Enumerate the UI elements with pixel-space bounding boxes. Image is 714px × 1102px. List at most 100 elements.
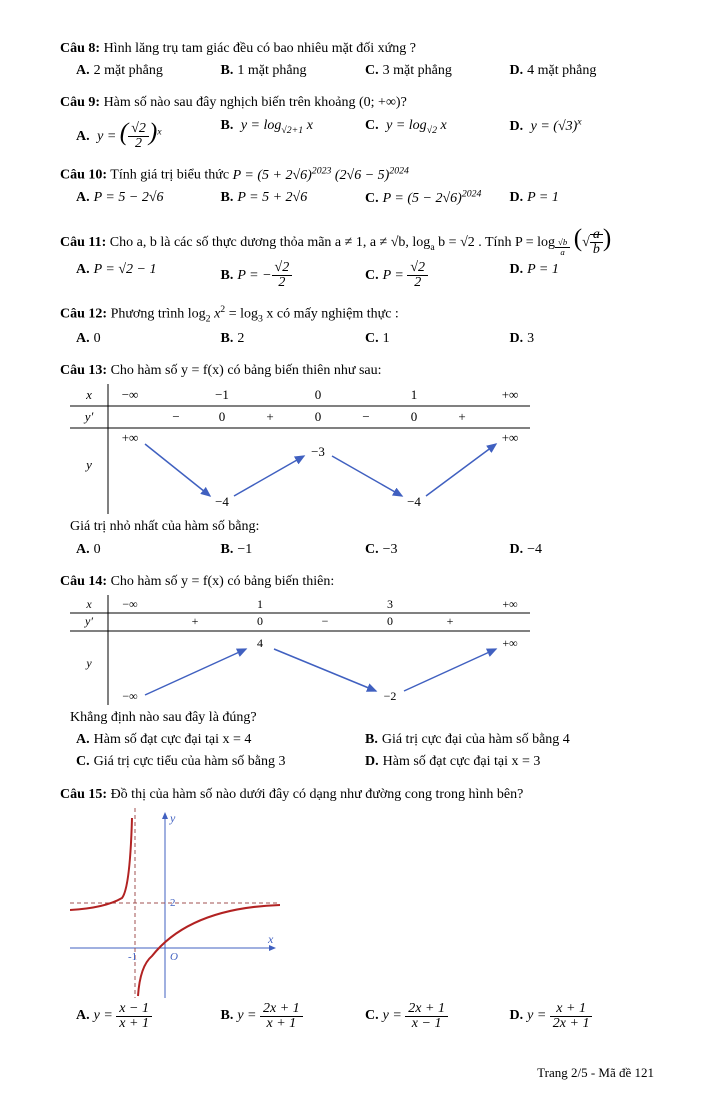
svg-text:O: O [170,951,178,963]
q8-num: Câu 8: [60,41,100,56]
q10-A: A.P = 5 − 2√6 [76,189,221,209]
q12-D: D.3 [510,330,655,348]
q11-num: Câu 11: [60,235,106,250]
q14-D: D.Hàm số đạt cực đại tại x = 3 [365,753,654,771]
question-10: Câu 10: Tính giá trị biểu thức P = (5 + … [60,165,654,213]
question-11: Câu 11: Cho a, b là các số thực dương th… [60,223,654,294]
svg-text:+∞: +∞ [502,387,519,402]
q15-options: A.y = x − 1x + 1 B.y = 2x + 1x + 1 C.y =… [76,1002,654,1035]
svg-text:−: − [362,409,369,424]
svg-text:1: 1 [257,597,263,611]
page-footer: Trang 2/5 - Mã đề 121 [60,1065,654,1082]
q12-num: Câu 12: [60,306,107,321]
q13-C: C.−3 [365,541,510,559]
svg-text:0: 0 [387,614,393,628]
q8-A: A.2 mặt phẳng [76,62,221,80]
svg-text:0: 0 [257,614,263,628]
q11-B: B.P = −√22 [221,261,366,290]
q12-B: B.2 [221,330,366,348]
q8-options: A.2 mặt phẳng B.1 mặt phẳng C.3 mặt phẳn… [76,62,654,84]
svg-text:4: 4 [257,636,263,650]
q13-after: Giá trị nhỏ nhất của hàm số bằng: [70,518,654,536]
question-14: Câu 14: Cho hàm số y = f(x) có bảng biến… [60,573,654,776]
q11-head: Câu 11: Cho a, b là các số thực dương th… [60,223,654,257]
q15-D: D.y = x + 12x + 1 [510,1002,655,1031]
q12-A: A.0 [76,330,221,348]
q14-options: A.Hàm số đạt cực đại tại x = 4 B.Giá trị… [76,731,654,775]
question-9: Câu 9: Hàm số nào sau đây nghịch biến tr… [60,94,654,154]
q9-A: A. y = (√22)x [76,117,221,151]
q9-head: Câu 9: Hàm số nào sau đây nghịch biến tr… [60,94,654,112]
svg-text:−1: −1 [215,387,229,402]
q14-variation-table: x y′ y −∞ 1 3 +∞ + 0 − 0 + 4 +∞ −∞ −2 [70,595,530,705]
svg-text:y′: y′ [83,409,94,424]
q12-head: Câu 12: Phương trình log2 x2 = log3 x có… [60,304,654,326]
svg-text:1: 1 [411,387,418,402]
svg-text:−∞: −∞ [122,387,139,402]
q10-options: A.P = 5 − 2√6 B.P = 5 + 2√6 C.P = (5 − 2… [76,189,654,213]
svg-text:0: 0 [411,409,418,424]
q9-options: A. y = (√22)x B. y = log√2+1 x C. y = lo… [76,117,654,155]
svg-text:0: 0 [315,387,322,402]
q11-D: D.P = 1 [510,261,655,290]
svg-text:+∞: +∞ [122,430,139,445]
q10-B: B.P = 5 + 2√6 [221,189,366,209]
q15-A: A.y = x − 1x + 1 [76,1002,221,1031]
q12-C: C.1 [365,330,510,348]
question-15: Câu 15: Đồ thị của hàm số nào dưới đây c… [60,786,654,1035]
question-13: Câu 13: Cho hàm số y = f(x) có bảng biến… [60,362,654,563]
q14-after: Khẳng định nào sau đây là đúng? [70,709,654,727]
q12-options: A.0 B.2 C.1 D.3 [76,330,654,352]
q14-A: A.Hàm số đạt cực đại tại x = 4 [76,731,365,749]
q13-D: D.−4 [510,541,655,559]
q10-D: D.P = 1 [510,189,655,209]
q9-D: D. y = (√3)x [510,117,655,151]
q13-head: Câu 13: Cho hàm số y = f(x) có bảng biến… [60,362,654,380]
svg-text:+: + [447,614,454,628]
q8-head: Câu 8: Hình lăng trụ tam giác đều có bao… [60,40,654,58]
q9-C: C. y = log√2 x [365,117,510,151]
q15-C: C.y = 2x + 1x − 1 [365,1002,510,1031]
q11-C: C.P = √22 [365,261,510,290]
svg-text:3: 3 [387,597,393,611]
q11-options: A.P = √2 − 1 B.P = −√22 C.P = √22 D.P = … [76,261,654,294]
svg-text:0: 0 [315,409,322,424]
q15-head: Câu 15: Đồ thị của hàm số nào dưới đây c… [60,786,654,804]
q14-B: B.Giá trị cực đại của hàm số bằng 4 [365,731,654,749]
svg-text:+: + [192,614,199,628]
q8-B: B.1 mặt phẳng [221,62,366,80]
q9-text: Hàm số nào sau đây nghịch biến trên khoả… [100,95,407,110]
q8-C: C.3 mặt phẳng [365,62,510,80]
q13-options: A.0 B.−1 C.−3 D.−4 [76,541,654,563]
question-8: Câu 8: Hình lăng trụ tam giác đều có bao… [60,40,654,84]
q13-num: Câu 13: [60,363,107,378]
svg-text:2: 2 [170,897,176,909]
svg-text:−3: −3 [311,444,325,459]
svg-text:y′: y′ [84,614,93,628]
q15-graph: y x O -1 2 [70,808,280,998]
svg-text:+∞: +∞ [502,430,519,445]
q15-B: B.y = 2x + 1x + 1 [221,1002,366,1031]
svg-text:0: 0 [219,409,226,424]
question-12: Câu 12: Phương trình log2 x2 = log3 x có… [60,304,654,352]
q13-A: A.0 [76,541,221,559]
svg-text:+: + [458,409,465,424]
svg-text:-1: -1 [128,951,137,963]
q8-D: D.4 mặt phẳng [510,62,655,80]
svg-text:x: x [85,387,92,402]
q10-text: Tính giá trị biểu thức [107,168,233,183]
q11-text-pre: Cho a, b là các số thực dương thỏa mãn a… [106,235,430,250]
q13-B: B.−1 [221,541,366,559]
q14-C: C.Giá trị cực tiểu của hàm số bằng 3 [76,753,365,771]
svg-text:−: − [172,409,179,424]
svg-text:+∞: +∞ [502,597,517,611]
q14-num: Câu 14: [60,574,107,589]
svg-text:−∞: −∞ [122,597,137,611]
q10-num: Câu 10: [60,168,107,183]
svg-text:y: y [85,656,92,670]
svg-text:y: y [84,457,92,472]
q9-B: B. y = log√2+1 x [221,117,366,151]
svg-text:−4: −4 [215,494,229,509]
svg-text:+∞: +∞ [502,636,517,650]
svg-text:−∞: −∞ [122,689,137,703]
